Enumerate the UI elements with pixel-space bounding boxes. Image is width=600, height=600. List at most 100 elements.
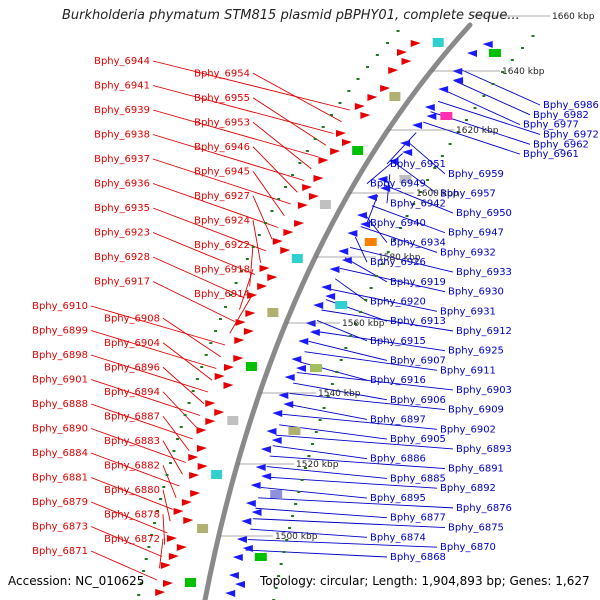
feature-block <box>288 427 301 435</box>
reverse-gene <box>261 473 272 480</box>
forward-gene <box>302 184 313 191</box>
gc-dot <box>366 66 370 68</box>
gene-label-right: Bphy_6892 <box>440 483 496 494</box>
reverse-gene <box>309 329 320 336</box>
leader-line <box>90 550 158 581</box>
gene-label-right: Bphy_6885 <box>390 473 446 484</box>
forward-gene <box>380 85 391 92</box>
forward-gene <box>205 418 216 425</box>
gc-dot <box>426 179 430 181</box>
gene-label-left: Bphy_6894 <box>104 387 160 398</box>
reverse-gene <box>236 536 247 543</box>
leader-line <box>162 415 190 452</box>
forward-gene <box>367 94 378 101</box>
leader-line <box>90 526 163 557</box>
gc-dot <box>380 263 384 265</box>
reverse-gene <box>313 302 324 309</box>
leader-line <box>152 256 245 299</box>
gene-label-right: Bphy_6903 <box>456 385 512 396</box>
gc-dot <box>433 167 437 169</box>
gc-dot <box>307 455 311 457</box>
reverse-gene <box>467 50 478 57</box>
gene-label-left: Bphy_6873 <box>32 522 88 533</box>
gene-label-left: Bphy_6887 <box>104 411 160 422</box>
gene-label-right: Bphy_6940 <box>370 218 426 229</box>
leader-line <box>90 428 186 463</box>
gene-label-left: Bphy_6904 <box>104 338 160 349</box>
gene-label-right: Bphy_6893 <box>456 444 512 455</box>
gc-dot <box>191 390 195 392</box>
gc-dot <box>464 119 468 121</box>
forward-gene <box>272 238 283 245</box>
gene-label-left: Bphy_6881 <box>32 473 88 484</box>
forward-gene <box>183 517 194 524</box>
forward-gene <box>189 472 200 479</box>
gc-dot <box>183 414 187 416</box>
feature-block <box>254 553 267 561</box>
gc-dot <box>234 282 238 284</box>
leader-line <box>255 507 388 519</box>
leader-line <box>152 207 267 252</box>
forward-gene <box>341 139 352 146</box>
leader-line <box>349 246 454 273</box>
gc-dot <box>305 150 309 152</box>
gc-dot <box>321 126 325 128</box>
gc-dot <box>218 318 222 320</box>
gc-dot <box>326 395 330 397</box>
gc-dot <box>318 419 322 421</box>
feature-block <box>432 38 444 47</box>
reverse-gene <box>452 68 463 75</box>
feature-block <box>211 470 223 479</box>
gene-label-left: Bphy_6944 <box>94 56 150 67</box>
gene-label-right: Bphy_6906 <box>390 395 446 406</box>
gene-label-left: Bphy_6890 <box>32 424 88 435</box>
gc-dot <box>153 522 157 524</box>
gc-dot <box>501 71 505 73</box>
gene-label-right: Bphy_6868 <box>390 552 446 563</box>
gene-label-left: Bphy_6953 <box>194 117 250 128</box>
gc-dot <box>285 539 289 541</box>
gc-dot <box>172 450 176 452</box>
gc-dot <box>300 479 304 481</box>
leader-line <box>252 195 273 240</box>
reverse-gene <box>388 158 399 165</box>
reverse-gene <box>305 320 316 327</box>
feature-block <box>489 49 502 57</box>
gene-label-right: Bphy_6925 <box>448 346 504 357</box>
leader-line <box>239 269 254 310</box>
scale-tick-label: 1520 kbp <box>296 460 339 470</box>
leader-line <box>252 518 446 528</box>
scale-tick-label: 1640 kbp <box>502 67 545 77</box>
gc-dot <box>314 431 318 433</box>
gene-label-right: Bphy_6920 <box>370 297 426 308</box>
scale-tick-label: 1580 kbp <box>378 253 421 263</box>
leader-line <box>445 90 521 126</box>
gene-label-right: Bphy_6902 <box>440 424 496 435</box>
reverse-gene <box>360 221 371 228</box>
gene-label-right: Bphy_6875 <box>448 523 504 534</box>
feature-block <box>440 112 453 120</box>
gc-dot <box>359 311 363 313</box>
forward-gene <box>294 220 305 227</box>
gc-dot <box>531 35 535 37</box>
gene-label-right: Bphy_6959 <box>448 169 504 180</box>
gene-label-left: Bphy_6888 <box>32 399 88 410</box>
gene-label-right: Bphy_6877 <box>390 513 446 524</box>
gc-dot <box>330 383 334 385</box>
feature-block <box>399 175 412 183</box>
gene-label-left: Bphy_6899 <box>32 326 88 337</box>
reverse-gene <box>366 194 377 201</box>
gene-label-left: Bphy_6936 <box>94 179 150 190</box>
gene-label-left: Bphy_6937 <box>94 154 150 165</box>
leader-line <box>339 267 446 293</box>
gene-features <box>155 38 502 597</box>
gene-label-left: Bphy_6898 <box>32 350 88 361</box>
scale-tick-label: 1540 kbp <box>318 389 361 399</box>
gene-label-right: Bphy_6932 <box>440 247 496 258</box>
gene-label-left: Bphy_6882 <box>104 460 160 471</box>
forward-gene <box>197 463 208 470</box>
feature-block <box>227 416 239 425</box>
leader-line <box>263 476 438 489</box>
reverse-gene <box>482 41 493 48</box>
